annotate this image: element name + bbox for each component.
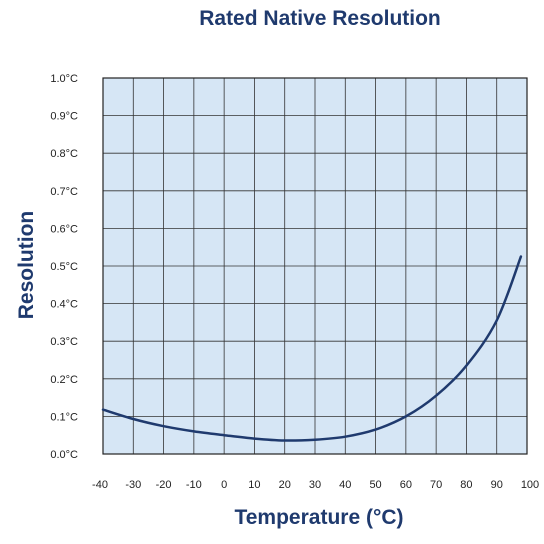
x-tick-label: -20 bbox=[156, 479, 172, 491]
y-axis-title: Resolution bbox=[15, 211, 38, 320]
y-tick-label: 0.9°C bbox=[50, 111, 78, 123]
y-tick-label: 0.7°C bbox=[50, 186, 78, 198]
x-tick-label: 40 bbox=[339, 479, 351, 491]
y-tick-label: 0.1°C bbox=[50, 411, 78, 423]
grid bbox=[103, 78, 527, 454]
x-tick-label: 100 bbox=[521, 479, 539, 491]
y-tick-labels: 1.0°C 0.9°C 0.8°C 0.7°C 0.6°C 0.5°C 0.4°C 0.3°C… bbox=[50, 73, 78, 461]
y-tick-label: 0.2°C bbox=[50, 374, 78, 386]
x-tick-label: 20 bbox=[279, 479, 291, 491]
y-tick-label: 1.0°C bbox=[50, 73, 78, 85]
x-tick-labels: -40 -30 -20 -10 0 10 20 30 40 50 60 70 80 90 100 bbox=[92, 479, 539, 491]
x-tick-label: 60 bbox=[400, 479, 412, 491]
y-tick-label: 0.6°C bbox=[50, 223, 78, 235]
series-line bbox=[101, 255, 523, 442]
x-tick-label: 30 bbox=[309, 479, 321, 491]
y-tick-label: 0.4°C bbox=[50, 299, 78, 311]
y-tick-label: 0.0°C bbox=[50, 449, 78, 461]
x-tick-label: 90 bbox=[491, 479, 503, 491]
x-axis-title: Temperature (°C) bbox=[234, 506, 403, 529]
chart-title: Rated Native Resolution bbox=[199, 7, 441, 30]
y-tick-label: 0.3°C bbox=[50, 336, 78, 348]
y-tick-label: 0.8°C bbox=[50, 148, 78, 160]
x-tick-label: 50 bbox=[369, 479, 381, 491]
x-tick-label: 70 bbox=[430, 479, 442, 491]
x-tick-label: -10 bbox=[186, 479, 202, 491]
x-tick-label: 0 bbox=[221, 479, 227, 491]
y-tick-label: 0.5°C bbox=[50, 261, 78, 273]
x-tick-label: 80 bbox=[460, 479, 472, 491]
x-tick-label: -30 bbox=[125, 479, 141, 491]
x-tick-label: -40 bbox=[92, 479, 108, 491]
plot-border bbox=[102, 77, 528, 455]
x-tick-label: 10 bbox=[248, 479, 260, 491]
